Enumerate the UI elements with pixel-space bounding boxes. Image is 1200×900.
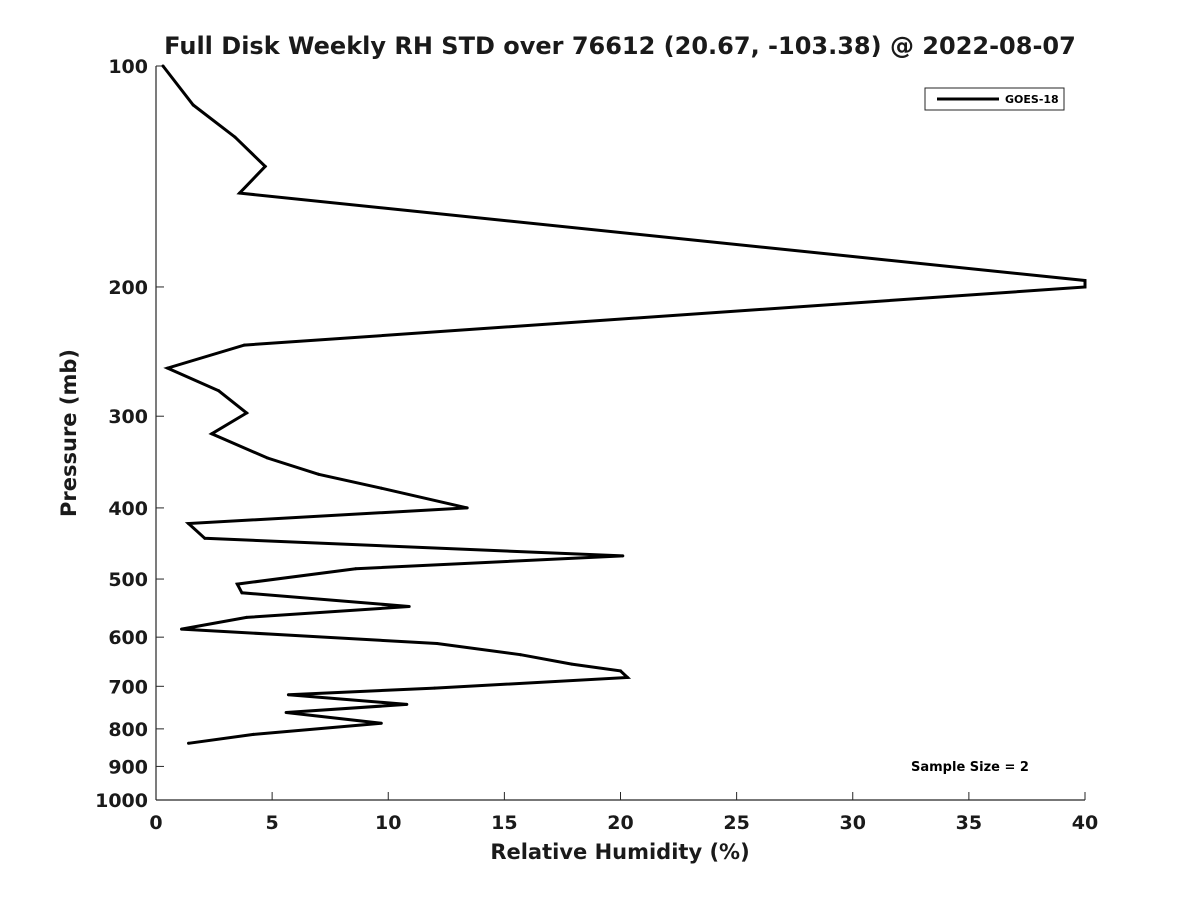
data-point [233, 135, 237, 139]
data-point [238, 191, 242, 195]
sample-size-annotation: Sample Size = 2 [911, 760, 1029, 775]
x-tick-label: 15 [491, 812, 517, 834]
data-point [286, 693, 290, 697]
x-tick-label: 5 [266, 812, 279, 834]
x-axis: 0 5 10 15 20 25 30 35 40 [149, 792, 1098, 834]
data-point [242, 343, 246, 347]
y-tick-label: 800 [108, 719, 148, 741]
data-point [433, 686, 437, 690]
data-point [354, 567, 358, 571]
data-point [435, 642, 439, 645]
goes-18-series-points [161, 64, 1087, 745]
x-tick-label: 40 [1072, 812, 1098, 834]
data-point [619, 669, 622, 673]
data-point [187, 522, 190, 525]
data-point [379, 721, 383, 725]
data-point [187, 741, 190, 745]
data-point [263, 164, 267, 168]
data-point [621, 554, 625, 558]
data-point [180, 627, 183, 631]
x-tick-label: 25 [723, 812, 749, 834]
legend: GOES-18 [924, 87, 1065, 111]
data-point [245, 615, 249, 619]
data-point [407, 605, 411, 608]
y-tick-label: 100 [108, 56, 148, 78]
data-point [1083, 285, 1087, 289]
data-point [626, 676, 629, 679]
y-tick-label: 200 [108, 277, 148, 299]
y-tick-label: 600 [108, 627, 148, 649]
data-point [217, 389, 221, 393]
data-point [252, 732, 255, 736]
x-tick-label: 10 [375, 812, 401, 834]
chart-title: Full Disk Weekly RH STD over 76612 (20.6… [164, 32, 1076, 60]
data-point [405, 702, 409, 706]
x-axis-label: Relative Humidity (%) [490, 840, 749, 864]
plot-area [156, 66, 1085, 800]
data-point [570, 662, 574, 666]
y-tick-label: 500 [108, 569, 148, 591]
data-point [210, 432, 214, 436]
y-tick-label: 300 [108, 406, 148, 428]
y-axis-label: Pressure (mb) [57, 349, 81, 517]
x-tick-label: 35 [956, 812, 982, 834]
data-point [161, 64, 165, 68]
y-tick-label: 1000 [95, 790, 148, 812]
y-tick-label: 700 [108, 676, 148, 698]
x-tick-label: 0 [149, 812, 162, 834]
y-tick-label: 400 [108, 498, 148, 520]
data-point [245, 411, 249, 415]
data-point [203, 536, 207, 540]
data-point [266, 456, 269, 460]
data-point [235, 582, 239, 586]
data-point [519, 653, 523, 657]
data-point [1083, 279, 1087, 282]
legend-entry-goes-18: GOES-18 [1005, 93, 1059, 106]
data-point [465, 506, 469, 510]
y-axis: 100 200 300 400 500 600 700 800 900 1000 [95, 56, 164, 812]
data-point [240, 591, 244, 595]
x-tick-label: 20 [607, 812, 633, 834]
data-point [284, 711, 288, 714]
data-point [191, 103, 195, 107]
y-tick-label: 900 [108, 756, 148, 778]
data-point [166, 366, 170, 370]
x-tick-label: 30 [840, 812, 866, 834]
data-point [317, 472, 321, 476]
data-point [379, 486, 383, 490]
